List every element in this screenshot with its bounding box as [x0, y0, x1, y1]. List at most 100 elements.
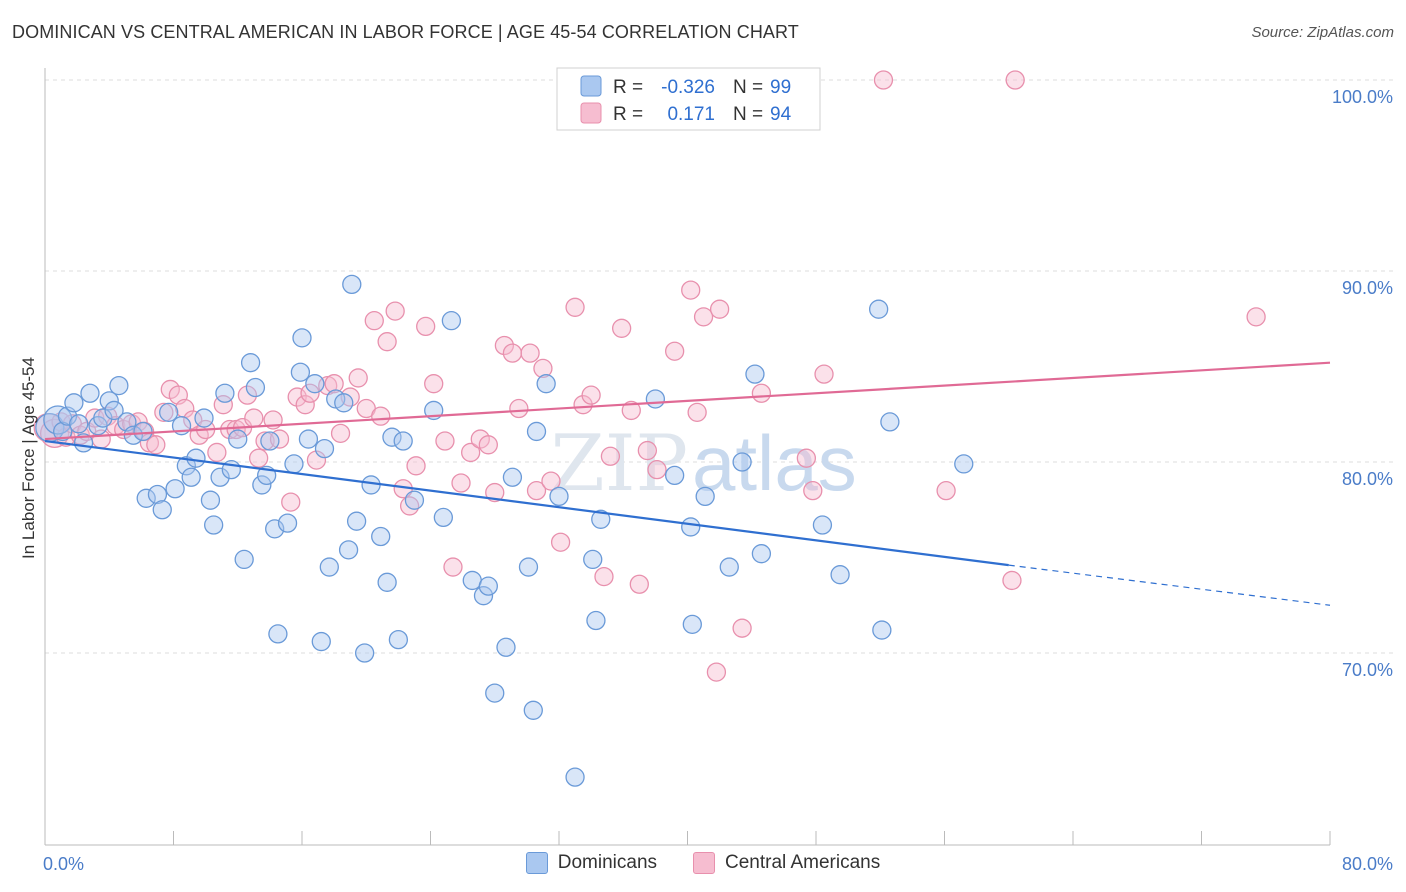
dominican-point-67 — [478, 576, 498, 596]
dominican-point-26 — [200, 490, 221, 510]
central-american-point-34 — [269, 429, 290, 449]
central-american-point-81 — [681, 280, 701, 300]
central-american-point-35 — [281, 492, 301, 512]
dominican-point-32 — [234, 549, 254, 570]
dominican-point-53 — [346, 511, 367, 531]
central-american-point-88 — [796, 448, 817, 468]
legend-item-central: Central Americans — [693, 852, 880, 874]
dominican-point-27 — [204, 515, 224, 535]
dominican-point-40 — [277, 513, 298, 533]
dominican-point-90 — [830, 565, 850, 585]
dominican-point-57 — [377, 572, 397, 592]
central-american-point-92 — [936, 480, 956, 501]
dominican-point-37 — [260, 431, 280, 451]
central-american-point-67 — [533, 358, 553, 379]
dominican-point-24 — [186, 448, 206, 468]
dominican-point-61 — [404, 490, 425, 510]
central-american-point-91 — [873, 70, 894, 90]
dominican-point-60 — [393, 431, 413, 451]
dominican-point-73 — [526, 421, 547, 442]
dominican-point-89 — [812, 515, 833, 535]
x-tick-label-max: 80.0% — [1342, 854, 1393, 874]
dominican-point-44 — [298, 429, 319, 449]
central-american-point-52 — [406, 456, 426, 476]
central-american-point-44 — [348, 368, 368, 388]
central-american-point-46 — [364, 311, 384, 331]
central-american-point-55 — [435, 431, 455, 451]
dominican-point-68 — [485, 683, 505, 703]
central-american-point-38 — [300, 383, 320, 403]
dominican-point-65 — [462, 570, 482, 591]
dominican-point-28 — [210, 467, 230, 487]
central-american-point-54 — [424, 374, 444, 394]
watermark-zip: ZIP — [551, 419, 689, 509]
dominican-point-12 — [109, 375, 129, 396]
dominican-point-54 — [354, 643, 375, 663]
central-american-point-30 — [244, 408, 264, 428]
stats-swatch-central — [580, 102, 602, 124]
central-american-point-31 — [248, 448, 269, 468]
watermark: ZIP atlas — [551, 419, 857, 509]
central-american-point-42 — [330, 423, 351, 444]
stats-n-value-central: 94 — [770, 104, 792, 125]
central-american-point-58 — [461, 442, 481, 463]
central-american-point-69 — [550, 532, 571, 552]
dominican-point-34 — [245, 377, 266, 398]
dominican-point-5 — [69, 414, 89, 434]
dominican-point-64 — [441, 311, 462, 331]
central-american-point-41 — [324, 374, 344, 394]
stats-n-label-central: N = — [733, 104, 763, 125]
dominican-point-18 — [152, 500, 172, 520]
dominican-point-69 — [496, 637, 516, 657]
central-american-point-78 — [637, 440, 657, 461]
dominican-point-29 — [215, 383, 235, 403]
dominican-point-63 — [433, 507, 454, 528]
dominican-point-84 — [695, 486, 715, 507]
dominican-point-79 — [591, 509, 611, 529]
central-american-point-24 — [207, 442, 227, 463]
central-american-point-90 — [814, 364, 834, 384]
dominican-point-22 — [176, 456, 197, 476]
central-american-point-75 — [611, 318, 632, 338]
central-american-point-37 — [295, 395, 315, 415]
dominican-point-88 — [751, 544, 772, 564]
central-american-point-47 — [371, 406, 391, 426]
dominican-point-93 — [880, 412, 900, 432]
central-american-point-89 — [803, 480, 823, 501]
dominican-point-58 — [382, 427, 402, 447]
dominican-point-59 — [388, 629, 409, 650]
source-label: Source: ZipAtlas.com — [1251, 24, 1394, 41]
dominican-point-48 — [319, 557, 339, 577]
central-american-point-94 — [1005, 70, 1025, 90]
dominican-point-23 — [181, 467, 201, 487]
dominican-point-4 — [64, 393, 84, 413]
central-american-point-70 — [565, 297, 585, 317]
series-legend: Dominicans Central Americans — [0, 852, 1406, 874]
dominican-point-33 — [240, 353, 261, 373]
central-american-point-49 — [385, 301, 405, 321]
dominican-point-31 — [228, 429, 248, 449]
x-tick-label-min: 0.0% — [43, 854, 84, 874]
central-american-point-93 — [1002, 570, 1022, 591]
central-american-point-61 — [485, 482, 505, 503]
dominican-point-35 — [252, 475, 272, 495]
dominican-point-7 — [80, 383, 100, 403]
dominican-point-1 — [43, 405, 73, 435]
central-american-point-95 — [1246, 307, 1266, 327]
central-american-point-57 — [451, 473, 471, 493]
stats-swatch-dominicans — [580, 75, 602, 97]
central-american-point-74 — [600, 446, 621, 466]
dominican-point-43 — [292, 328, 312, 348]
legend-item-dominicans: Dominicans — [525, 852, 657, 874]
dominican-point-11 — [104, 400, 124, 421]
dominican-point-20 — [165, 479, 185, 499]
stats-r-label-central: R = — [613, 104, 643, 125]
central-american-point-86 — [732, 618, 752, 638]
dominican-point-47 — [314, 438, 335, 459]
dominican-point-9 — [93, 408, 113, 428]
dominican-point-25 — [194, 408, 214, 428]
central-american-point-32 — [255, 431, 275, 451]
dominican-point-19 — [159, 402, 179, 422]
central-american-point-63 — [502, 343, 523, 363]
